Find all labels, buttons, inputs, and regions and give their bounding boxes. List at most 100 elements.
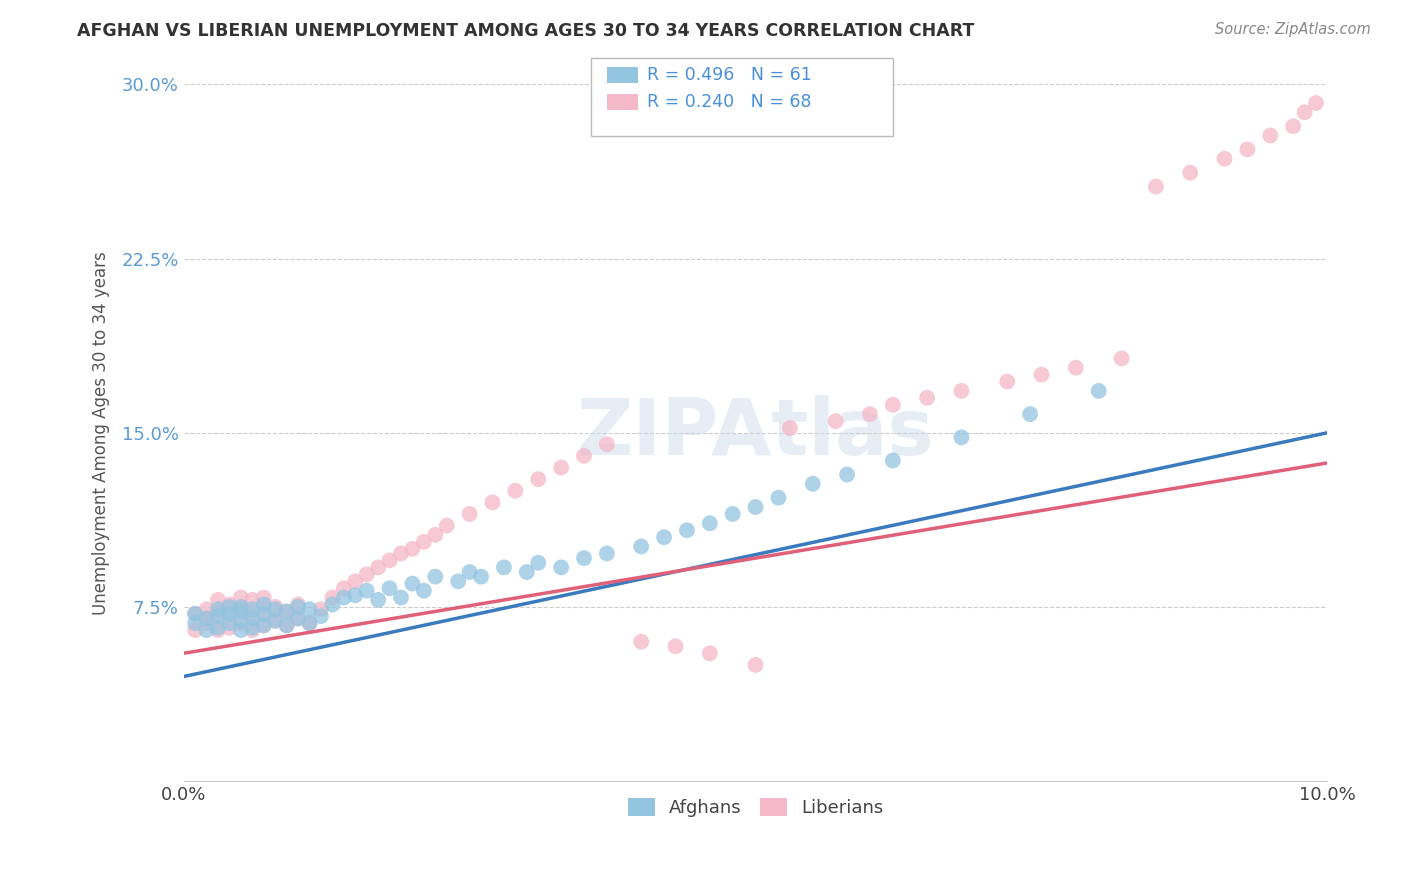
Point: [1064, 360, 1087, 375]
Point: [425, 528, 447, 542]
Point: [218, 607, 240, 621]
Point: [229, 602, 252, 616]
Point: [344, 574, 367, 589]
Point: [344, 588, 367, 602]
Point: [596, 437, 619, 451]
Point: [527, 472, 550, 486]
Point: [309, 609, 332, 624]
Point: [367, 593, 389, 607]
Point: [1258, 128, 1281, 143]
Point: [298, 602, 321, 616]
Point: [470, 569, 492, 583]
Point: [264, 602, 287, 616]
Point: [505, 483, 527, 498]
Point: [309, 602, 332, 616]
Point: [596, 546, 619, 560]
Point: [1019, 407, 1042, 421]
Point: [389, 591, 412, 605]
Point: [287, 598, 309, 612]
Point: [652, 530, 675, 544]
Point: [333, 582, 356, 596]
Point: [527, 556, 550, 570]
Point: [721, 507, 744, 521]
Point: [401, 541, 423, 556]
Point: [240, 621, 263, 635]
Point: [253, 607, 276, 621]
Point: [287, 611, 309, 625]
Point: [1180, 166, 1202, 180]
Point: [1305, 95, 1327, 110]
Text: ZIPAtlas: ZIPAtlas: [576, 395, 935, 471]
Point: [229, 614, 252, 628]
Point: [195, 616, 218, 631]
Point: [321, 591, 343, 605]
Point: [195, 623, 218, 637]
Point: [298, 616, 321, 631]
Point: [240, 593, 263, 607]
Point: [1111, 351, 1133, 366]
Point: [276, 618, 298, 632]
Point: [779, 421, 801, 435]
Point: [218, 598, 240, 612]
Point: [572, 551, 595, 566]
Point: [425, 569, 447, 583]
Point: [516, 565, 538, 579]
Point: [699, 646, 721, 660]
Point: [356, 583, 378, 598]
Text: AFGHAN VS LIBERIAN UNEMPLOYMENT AMONG AGES 30 TO 34 YEARS CORRELATION CHART: AFGHAN VS LIBERIAN UNEMPLOYMENT AMONG AG…: [77, 22, 974, 40]
Point: [218, 621, 240, 635]
Point: [572, 449, 595, 463]
Point: [264, 614, 287, 628]
Point: [1031, 368, 1053, 382]
Text: R = 0.240   N = 68: R = 0.240 N = 68: [647, 93, 811, 111]
Point: [801, 476, 824, 491]
Point: [550, 460, 572, 475]
Text: Source: ZipAtlas.com: Source: ZipAtlas.com: [1215, 22, 1371, 37]
Point: [915, 391, 938, 405]
Point: [882, 398, 904, 412]
Point: [744, 657, 766, 672]
Point: [253, 598, 276, 612]
Point: [229, 605, 252, 619]
Y-axis label: Unemployment Among Ages 30 to 34 years: Unemployment Among Ages 30 to 34 years: [93, 251, 110, 615]
Point: [218, 607, 240, 621]
Point: [240, 602, 263, 616]
Point: [207, 609, 229, 624]
Point: [412, 534, 434, 549]
Point: [378, 582, 401, 596]
Point: [1087, 384, 1109, 398]
Point: [630, 634, 652, 648]
Point: [1294, 105, 1316, 120]
Point: [276, 618, 298, 632]
Point: [321, 598, 343, 612]
Point: [333, 591, 356, 605]
Point: [389, 546, 412, 560]
Point: [298, 616, 321, 631]
Point: [550, 560, 572, 574]
Point: [276, 605, 298, 619]
Point: [218, 599, 240, 614]
Point: [195, 602, 218, 616]
Point: [253, 605, 276, 619]
Point: [882, 453, 904, 467]
Point: [664, 640, 686, 654]
Point: [1236, 143, 1258, 157]
Point: [207, 602, 229, 616]
Point: [229, 616, 252, 631]
Point: [676, 523, 699, 537]
Point: [218, 616, 240, 631]
Point: [492, 560, 515, 574]
Point: [240, 623, 263, 637]
Point: [401, 576, 423, 591]
Point: [699, 516, 721, 531]
Point: [458, 507, 481, 521]
Point: [481, 495, 503, 509]
Point: [253, 618, 276, 632]
Point: [744, 500, 766, 514]
Point: [824, 414, 846, 428]
Point: [287, 611, 309, 625]
Point: [184, 607, 207, 621]
Point: [207, 607, 229, 621]
Point: [950, 430, 973, 444]
Point: [412, 583, 434, 598]
